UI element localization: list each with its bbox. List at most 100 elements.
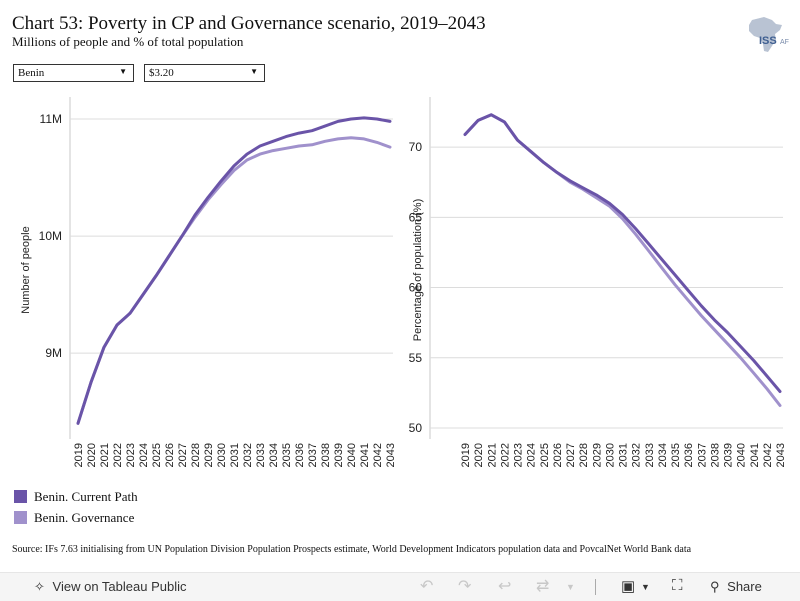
percentage-chart: 50 55 60 65 70 Percentage of population (%) 20…: [409, 97, 787, 467]
y-tick-label: 9M: [45, 346, 62, 360]
x-tick-label: 2040: [736, 443, 748, 467]
download-dropdown-icon[interactable]: ▼: [641, 582, 650, 592]
fullscreen-icon[interactable]: ⛶: [672, 577, 683, 594]
refresh-icon[interactable]: ⇄: [536, 578, 550, 595]
chevron-down-icon: ▼: [119, 67, 127, 76]
pause-dropdown-icon[interactable]: ▼: [566, 582, 575, 592]
x-tick-label: 2036: [683, 443, 695, 467]
x-tick-label: 2036: [294, 443, 306, 467]
x-tick-label: 2042: [372, 443, 384, 467]
x-tick-label: 2040: [346, 443, 358, 467]
x-tick-label: 2039: [333, 443, 345, 467]
x-tick-label: 2026: [552, 443, 564, 467]
x-tick-label: 2037: [307, 443, 319, 467]
x-tick-label: 2031: [229, 443, 241, 467]
view-on-tableau-label: View on Tableau Public: [52, 579, 187, 594]
y-tick-label: 65: [409, 210, 423, 224]
x-tick-label: 2043: [775, 443, 787, 467]
chevron-down-icon: ▼: [250, 67, 258, 76]
x-tick-label: 2034: [657, 443, 669, 467]
series-line-governance[interactable]: [463, 113, 782, 407]
x-tick-label: 2033: [255, 443, 267, 467]
series-line-current-path[interactable]: [76, 116, 392, 425]
x-tick-label: 2024: [138, 443, 150, 467]
x-tick-label: 2025: [539, 443, 551, 467]
toolbar-divider: [595, 579, 596, 595]
y-axis-title: Percentage of population (%): [412, 199, 424, 341]
x-tick-label: 2027: [177, 443, 189, 467]
x-tick-label: 2043: [385, 443, 397, 467]
x-tick-label: 2025: [151, 443, 163, 467]
x-tick-label: 2022: [112, 443, 124, 467]
download-icon[interactable]: ▣: [621, 578, 636, 595]
x-tick-label: 2019: [73, 443, 85, 467]
x-tick-label: 2041: [749, 443, 761, 467]
legend-item-current-path[interactable]: Benin. Current Path: [14, 489, 138, 505]
series-line-current-path[interactable]: [463, 113, 782, 393]
x-tick-label: 2019: [460, 443, 472, 467]
y-tick-label: 60: [409, 281, 423, 295]
legend-swatch: [14, 490, 27, 503]
x-tick-label: 2026: [164, 443, 176, 467]
x-tick-label: 2039: [723, 443, 735, 467]
threshold-dropdown-value: $3.20: [149, 67, 174, 79]
x-tick-label: 2021: [99, 443, 111, 467]
y-tick-label: 55: [409, 351, 423, 365]
x-tick-label: 2038: [320, 443, 332, 467]
legend-swatch: [14, 511, 27, 524]
y-tick-label: 70: [409, 140, 423, 154]
x-tick-label: 2030: [604, 443, 616, 467]
x-tick-label: 2028: [190, 443, 202, 467]
revert-icon[interactable]: ↩: [498, 578, 512, 595]
y-axis-title: Number of people: [20, 226, 32, 313]
share-button[interactable]: ⚲ Share: [710, 579, 762, 595]
chart-subtitle: Millions of people and % of total popula…: [12, 34, 244, 49]
redo-icon[interactable]: ↷: [458, 578, 472, 595]
threshold-dropdown[interactable]: $3.20 ▼: [144, 64, 265, 82]
x-tick-label: 2037: [696, 443, 708, 467]
country-dropdown-value: Benin: [18, 67, 45, 79]
iss-africa-logo: ISS AF: [749, 17, 789, 52]
x-tick-label: 2034: [268, 443, 280, 467]
x-tick-label: 2024: [526, 443, 538, 467]
x-tick-label: 2038: [709, 443, 721, 467]
y-tick-label: 50: [409, 421, 423, 435]
people-chart: 9M 10M 11M Number of people 2019 2020 2021 2022…: [20, 97, 397, 467]
x-tick-label: 2029: [591, 443, 603, 467]
x-tick-label: 2029: [203, 443, 215, 467]
chart-title: Chart 53: Poverty in CP and Governance s…: [12, 13, 486, 34]
tableau-toolbar: ✧ View on Tableau Public ↶ ↷ ↩ ⇄ ▼ ▣ ▼ ⛶…: [0, 572, 800, 601]
x-tick-label: 2041: [359, 443, 371, 467]
series-line-governance[interactable]: [76, 136, 392, 425]
undo-icon[interactable]: ↶: [420, 578, 434, 595]
share-label: Share: [727, 579, 762, 594]
x-tick-label: 2032: [242, 443, 254, 467]
x-tick-label: 2023: [125, 443, 137, 467]
x-tick-label: 2031: [618, 443, 630, 467]
x-tick-label: 2042: [762, 443, 774, 467]
x-tick-label: 2021: [486, 443, 498, 467]
svg-text:ISS: ISS: [759, 35, 777, 47]
x-tick-label: 2027: [565, 443, 577, 467]
x-tick-label: 2020: [86, 443, 98, 467]
country-dropdown[interactable]: Benin ▼: [13, 64, 134, 82]
svg-text:AF: AF: [780, 39, 789, 46]
x-tick-label: 2028: [578, 443, 590, 467]
view-on-tableau-button[interactable]: ✧ View on Tableau Public: [34, 579, 186, 595]
tableau-icon: ✧: [34, 579, 45, 594]
x-tick-label: 2032: [631, 443, 643, 467]
legend-label: Benin. Governance: [34, 510, 135, 525]
x-tick-label: 2033: [644, 443, 656, 467]
legend-item-governance[interactable]: Benin. Governance: [14, 510, 134, 526]
share-icon: ⚲: [710, 579, 720, 594]
source-note: Source: IFs 7.63 initialising from UN Po…: [12, 544, 692, 555]
y-tick-label: 10M: [39, 229, 62, 243]
x-tick-label: 2023: [513, 443, 525, 467]
x-tick-label: 2035: [670, 443, 682, 467]
x-tick-label: 2035: [281, 443, 293, 467]
x-tick-label: 2020: [473, 443, 485, 467]
x-tick-label: 2022: [499, 443, 511, 467]
x-tick-label: 2030: [216, 443, 228, 467]
legend-label: Benin. Current Path: [34, 489, 138, 504]
y-tick-label: 11M: [40, 112, 62, 126]
